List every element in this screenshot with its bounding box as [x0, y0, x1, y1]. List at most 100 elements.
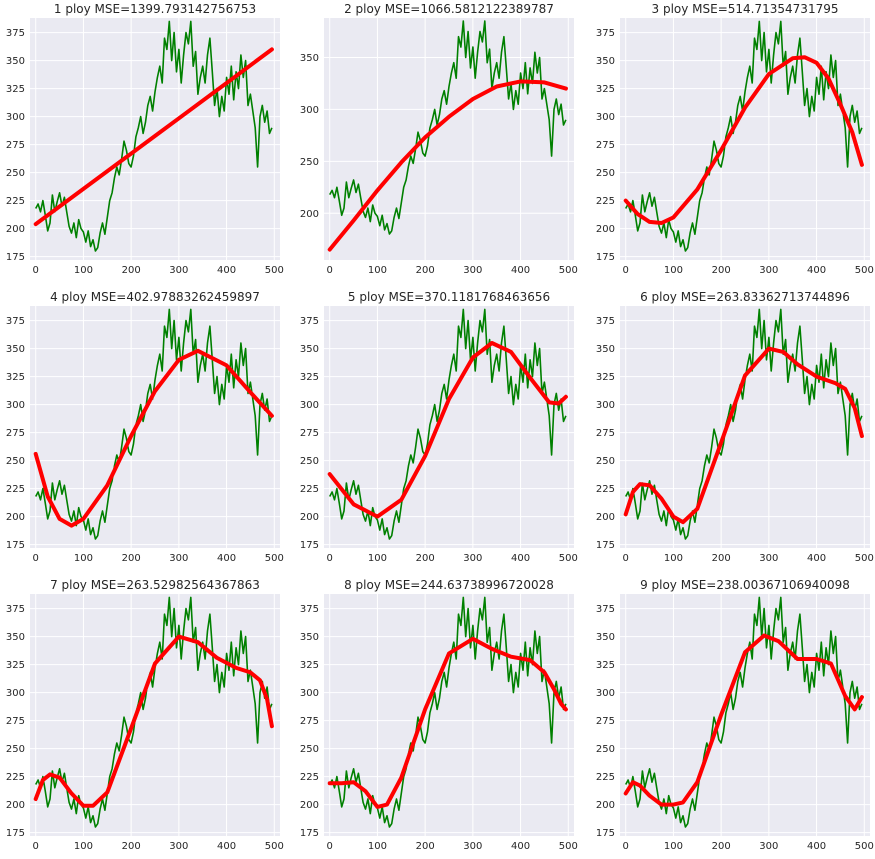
- data-series-line: [624, 20, 863, 252]
- x-tick-label: 200: [122, 265, 141, 276]
- fit-curve-line: [327, 341, 568, 519]
- axes-background: [620, 594, 870, 836]
- y-tick-label: 200: [596, 224, 615, 235]
- x-tick-label: 200: [416, 841, 435, 852]
- axes-background: [324, 306, 574, 548]
- y-tick-label: 200: [6, 512, 25, 523]
- y-tick-label: 250: [6, 744, 25, 755]
- data-series-line: [624, 308, 863, 540]
- y-tick-label: 350: [300, 344, 319, 355]
- x-tick-label: 200: [122, 553, 141, 564]
- y-tick-label: 300: [596, 112, 615, 123]
- x-tick-label: 400: [217, 265, 236, 276]
- y-tick-label: 300: [6, 400, 25, 411]
- subplot-title: 3 ploy MSE=514.71354731795: [651, 2, 839, 16]
- subplot-3: 3 ploy MSE=514.71354731795 0 100 200 300 400 5…: [596, 0, 874, 282]
- x-tick-label: 100: [368, 265, 387, 276]
- x-tick-label: 200: [712, 553, 731, 564]
- axes-background: [620, 18, 870, 260]
- fit-curve-line: [623, 633, 864, 807]
- y-tick-label: 200: [300, 512, 319, 523]
- y-tick-label: 225: [300, 484, 319, 495]
- fit-curve-line: [327, 79, 568, 252]
- x-tick-label: 400: [217, 553, 236, 564]
- subplot-4: 4 ploy MSE=402.97883262459897 0 100 200 300 4…: [6, 288, 284, 570]
- y-tick-label: 300: [300, 688, 319, 699]
- fit-curve-line: [33, 634, 274, 808]
- y-tick-label: 200: [596, 800, 615, 811]
- y-tick-label: 300: [300, 105, 319, 116]
- subplot-title: 1 ploy MSE=1399.793142756753: [53, 2, 257, 16]
- x-tick-label: 100: [664, 265, 683, 276]
- x-tick-label: 400: [807, 265, 826, 276]
- x-tick-label: 500: [855, 553, 874, 564]
- y-tick-label: 325: [596, 84, 615, 95]
- y-tick-label: 200: [596, 512, 615, 523]
- y-tick-label: 225: [596, 772, 615, 783]
- y-tick-label: 300: [596, 400, 615, 411]
- y-tick-label: 350: [300, 53, 319, 64]
- y-tick-label: 375: [596, 316, 615, 327]
- y-tick-label: 225: [6, 196, 25, 207]
- y-tick-label: 200: [300, 800, 319, 811]
- y-tick-label: 275: [6, 140, 25, 151]
- x-tick-label: 500: [559, 265, 578, 276]
- x-tick-label: 400: [217, 841, 236, 852]
- x-tick-label: 300: [169, 265, 188, 276]
- x-tick-label: 400: [807, 553, 826, 564]
- axes-background: [30, 18, 280, 260]
- x-tick-label: 100: [368, 553, 387, 564]
- y-tick-label: 350: [6, 56, 25, 67]
- y-tick-label: 175: [6, 252, 25, 263]
- plot-area: 0 100 200 300 400 500 175 200 225 250 275 300 325 350…: [300, 306, 578, 564]
- x-tick-label: 300: [759, 553, 778, 564]
- y-tick-label: 275: [300, 428, 319, 439]
- y-tick-label: 325: [596, 660, 615, 671]
- y-tick-label: 250: [596, 744, 615, 755]
- x-tick-label: 200: [416, 553, 435, 564]
- y-tick-label: 275: [6, 716, 25, 727]
- fit-curve-line: [623, 346, 864, 525]
- x-tick-label: 300: [759, 841, 778, 852]
- x-tick-label: 0: [623, 265, 629, 276]
- subplot-title: 4 ploy MSE=402.97883262459897: [50, 290, 260, 304]
- x-tick-label: 400: [807, 841, 826, 852]
- subplot-2: 2 ploy MSE=1066.5812122389787 0 100 200 300 4…: [300, 0, 578, 282]
- y-tick-label: 175: [6, 828, 25, 839]
- y-tick-label: 350: [300, 632, 319, 643]
- x-tick-label: 0: [33, 553, 39, 564]
- subplot-6: 6 ploy MSE=263.83362713744896 0 100 200 300 4…: [596, 288, 874, 570]
- y-tick-label: 175: [596, 540, 615, 551]
- plot-area: 0 100 200 300 400 500 175 200 225 250 275 300 325 350…: [6, 594, 284, 852]
- x-tick-label: 100: [74, 265, 93, 276]
- y-tick-label: 225: [596, 484, 615, 495]
- x-tick-label: 500: [559, 841, 578, 852]
- x-tick-label: 500: [265, 841, 284, 852]
- y-tick-label: 300: [6, 688, 25, 699]
- subplot-8: 8 ploy MSE=244.63738996720028 0 100 200 300 4…: [300, 576, 578, 858]
- y-tick-label: 325: [6, 84, 25, 95]
- x-tick-label: 100: [664, 841, 683, 852]
- y-tick-label: 175: [300, 828, 319, 839]
- x-tick-label: 300: [463, 841, 482, 852]
- y-tick-label: 375: [6, 316, 25, 327]
- y-tick-label: 225: [6, 772, 25, 783]
- y-tick-label: 350: [6, 632, 25, 643]
- x-tick-label: 300: [463, 265, 482, 276]
- x-tick-label: 500: [855, 841, 874, 852]
- x-tick-label: 0: [33, 841, 39, 852]
- x-tick-label: 400: [511, 265, 530, 276]
- y-tick-label: 225: [596, 196, 615, 207]
- plot-area: 0 100 200 300 400 500 175 200 225 250 275 300 325 350…: [300, 594, 578, 852]
- y-tick-label: 250: [300, 157, 319, 168]
- plot-area: 0 100 200 300 400 500 175 200 225 250 275 300 325 350…: [596, 594, 874, 852]
- y-tick-label: 300: [596, 688, 615, 699]
- y-tick-label: 175: [596, 828, 615, 839]
- y-tick-label: 175: [6, 540, 25, 551]
- y-tick-label: 275: [596, 140, 615, 151]
- x-tick-label: 400: [511, 553, 530, 564]
- y-tick-label: 200: [6, 224, 25, 235]
- fit-curve-line: [623, 55, 864, 225]
- plot-area: 0 100 200 300 400 500 175 200 225 250 275 300 325 350…: [6, 306, 284, 564]
